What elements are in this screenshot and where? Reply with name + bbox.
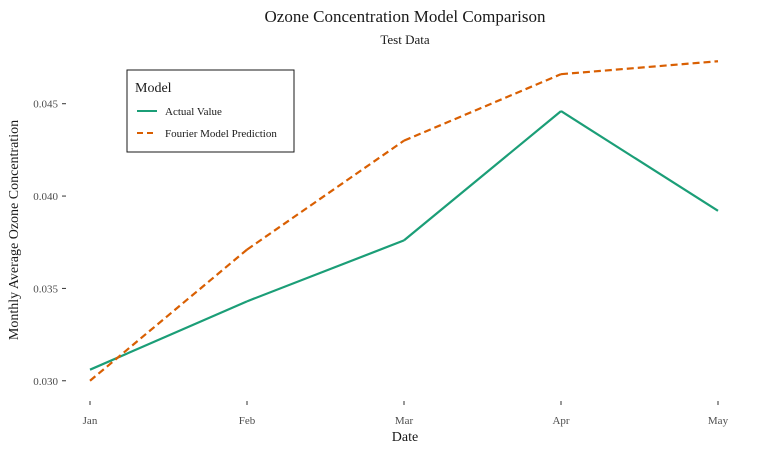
series-segment-fourier-model-prediction bbox=[561, 61, 718, 74]
legend: Model Actual Value Fourier Model Predict… bbox=[127, 70, 294, 152]
chart-subtitle: Test Data bbox=[380, 32, 429, 47]
y-tick-label: 0.030 bbox=[33, 376, 58, 388]
x-tick-label: Mar bbox=[395, 415, 414, 427]
y-axis-title: Monthly Average Ozone Concentration bbox=[7, 120, 22, 340]
x-tick-label: Feb bbox=[239, 415, 256, 427]
legend-title: Model bbox=[135, 81, 172, 96]
series-segment-fourier-model-prediction bbox=[90, 250, 247, 381]
series-segment-actual-value bbox=[561, 111, 718, 211]
y-tick-label: 0.035 bbox=[33, 283, 58, 295]
legend-label-fourier-model-prediction: Fourier Model Prediction bbox=[165, 128, 277, 140]
x-axis-title: Date bbox=[392, 430, 418, 445]
legend-label-actual-value: Actual Value bbox=[165, 106, 222, 118]
series-segment-actual-value bbox=[90, 301, 247, 369]
series-segment-fourier-model-prediction bbox=[247, 141, 404, 250]
y-tick-label: 0.040 bbox=[33, 191, 58, 203]
series-segment-actual-value bbox=[247, 240, 404, 301]
x-axis-ticks: Jan Feb Mar Apr May bbox=[83, 401, 729, 427]
y-tick-label: 0.045 bbox=[33, 99, 58, 111]
x-tick-label: May bbox=[708, 415, 729, 427]
chart-title: Ozone Concentration Model Comparison bbox=[265, 7, 546, 26]
y-axis-ticks: 0.030 0.035 0.040 0.045 bbox=[33, 99, 66, 388]
x-tick-label: Jan bbox=[83, 415, 98, 427]
x-tick-label: Apr bbox=[552, 415, 569, 427]
